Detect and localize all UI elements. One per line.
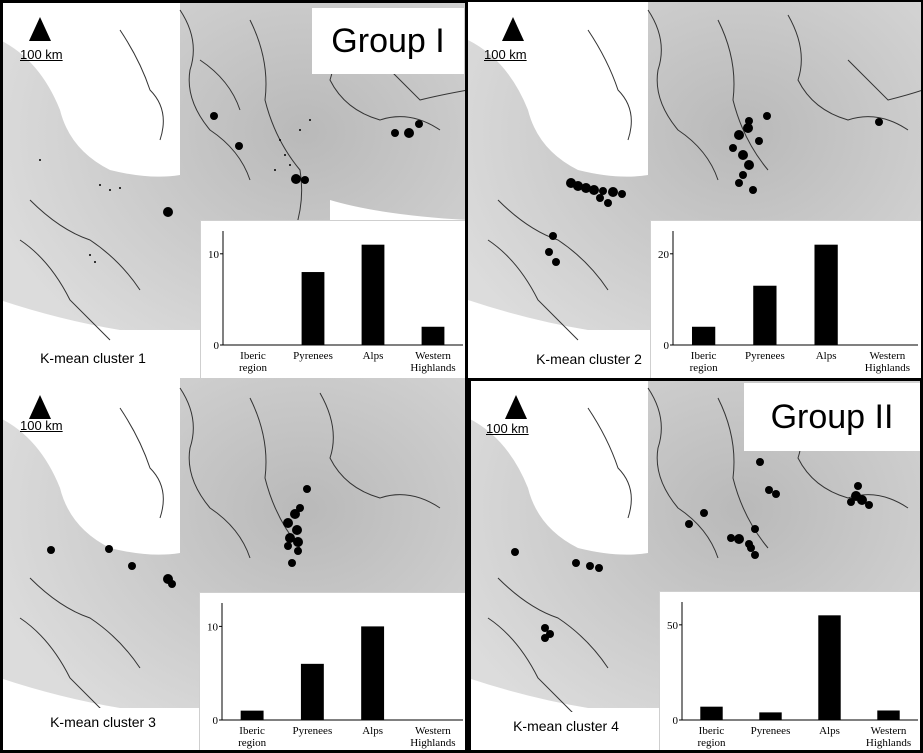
y-tick-label: 10 xyxy=(208,249,220,261)
map-panel-4: 100 km Group II K-mean cluster 4 0 50 Iber… xyxy=(468,378,923,753)
cluster-label: K-mean cluster 3 xyxy=(8,708,198,736)
group-label: Group II xyxy=(744,383,920,451)
category-label: Pyrenees xyxy=(751,725,791,737)
category-label: Alps xyxy=(816,350,837,362)
y-tick-label: 20 xyxy=(658,249,670,261)
cluster-label: K-mean cluster 1 xyxy=(8,345,178,371)
bar xyxy=(421,326,445,345)
y-tick-label: 0 xyxy=(664,340,670,352)
category-label: Alps xyxy=(819,725,840,737)
bar xyxy=(700,706,723,720)
bar xyxy=(818,615,841,720)
bar-chart: 0 10 Iberic region Pyrenees Alps Western Highla… xyxy=(200,220,468,378)
y-tick-label: 10 xyxy=(207,621,219,633)
category-label: Western xyxy=(415,350,451,362)
north-arrow-icon xyxy=(502,17,524,41)
y-tick-label: 0 xyxy=(214,340,220,352)
bar-chart: 0 50 Iberic region Pyrenees Alps Western Highla… xyxy=(659,591,923,753)
category-label: Pyrenees xyxy=(293,350,333,362)
y-tick-label: 50 xyxy=(667,620,679,632)
north-arrow-icon xyxy=(29,395,51,419)
bar xyxy=(301,272,325,345)
category-label: Western xyxy=(871,725,907,737)
y-tick-label: 0 xyxy=(213,715,219,727)
category-label: Highlands xyxy=(866,737,911,749)
north-arrow-icon xyxy=(505,395,527,419)
cluster-label: K-mean cluster 2 xyxy=(504,346,674,372)
category-label: Iberic xyxy=(240,350,266,362)
bar xyxy=(759,712,782,720)
category-label: region xyxy=(697,737,726,749)
map-panel-1: 100 km Group I K-mean cluster 1 0 10 Iberi… xyxy=(0,0,468,378)
bar xyxy=(240,710,264,720)
category-label: Western xyxy=(415,725,451,737)
bar-chart: 0 20 Iberic region Pyrenees Alps Western Highla… xyxy=(650,220,923,378)
bar xyxy=(361,626,385,720)
category-label: Pyrenees xyxy=(745,350,785,362)
north-arrow-icon xyxy=(29,17,51,41)
category-label: Western xyxy=(869,350,905,362)
cluster-label: K-mean cluster 4 xyxy=(476,712,656,740)
category-label: Iberic xyxy=(239,725,265,737)
category-label: Pyrenees xyxy=(293,725,333,737)
category-label: Alps xyxy=(362,725,383,737)
group-label: Group I xyxy=(312,8,464,74)
category-label: Alps xyxy=(363,350,384,362)
scale-label: 100 km xyxy=(20,47,63,62)
map-panel-2: 100 km K-mean cluster 2 0 20 Iberic region P… xyxy=(468,0,923,378)
scale-label: 100 km xyxy=(484,47,527,62)
scale-label: 100 km xyxy=(20,418,63,433)
category-label: region xyxy=(238,737,267,749)
category-label: region xyxy=(690,362,719,374)
category-label: Highlands xyxy=(410,362,455,374)
bar xyxy=(300,663,324,720)
bar xyxy=(753,285,777,345)
category-label: region xyxy=(239,362,268,374)
bar xyxy=(814,244,838,345)
category-label: Iberic xyxy=(699,725,725,737)
map-panel-3: 100 km K-mean cluster 3 0 10 Iberic region P… xyxy=(0,378,468,753)
bar xyxy=(361,244,385,345)
category-label: Iberic xyxy=(691,350,717,362)
bar-chart: 0 10 Iberic region Pyrenees Alps Western Highla… xyxy=(199,592,468,753)
y-tick-label: 0 xyxy=(673,715,679,727)
scale-label: 100 km xyxy=(486,421,529,436)
bar xyxy=(877,710,900,720)
category-label: Highlands xyxy=(865,362,910,374)
bar xyxy=(691,326,716,345)
category-label: Highlands xyxy=(410,737,455,749)
